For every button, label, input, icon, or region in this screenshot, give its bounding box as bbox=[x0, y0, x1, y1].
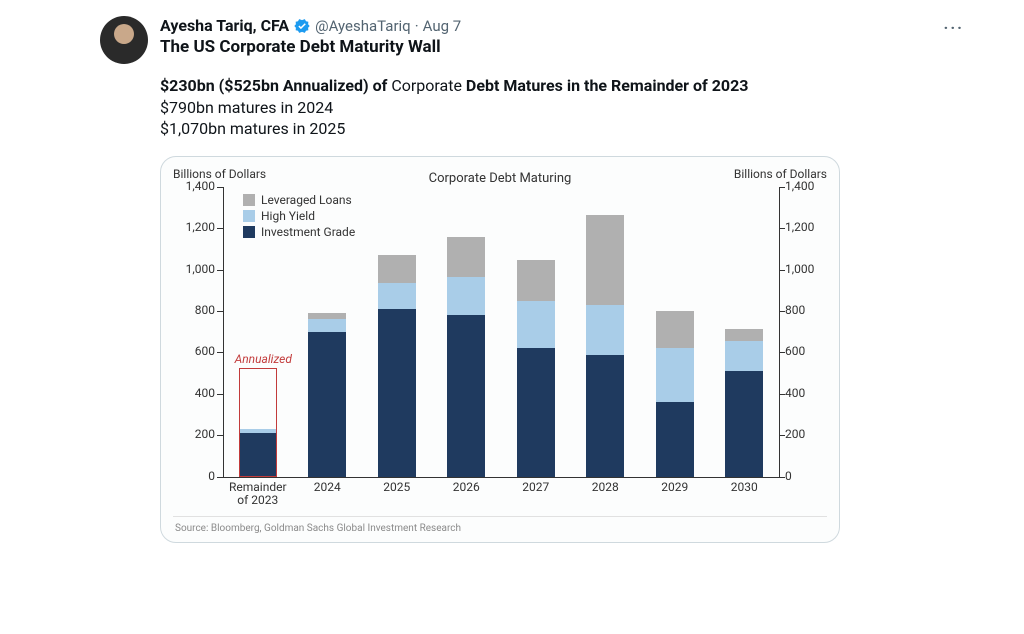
chart-card: Billions of Dollars Billions of Dollars … bbox=[160, 156, 840, 543]
y-tick-left: 400 bbox=[175, 386, 215, 400]
bar-segment-investment_grade bbox=[447, 315, 485, 477]
bar-segment-investment_grade bbox=[725, 371, 763, 477]
x-axis-label: Remainderof 2023 bbox=[223, 481, 293, 507]
bar-segment-leveraged_loans bbox=[378, 255, 416, 283]
annualized-label: Annualized bbox=[235, 352, 292, 366]
tweet-title: The US Corporate Debt Maturity Wall bbox=[160, 37, 964, 57]
x-axis-label: 2026 bbox=[432, 481, 502, 494]
y-tick-right: 800 bbox=[785, 303, 825, 317]
bar-segment-investment_grade bbox=[656, 402, 694, 477]
y-axis-right-line bbox=[779, 187, 780, 477]
bar-segment-leveraged_loans bbox=[308, 313, 346, 319]
bar-segment-high_yield bbox=[308, 319, 346, 331]
bar-segment-investment_grade bbox=[378, 309, 416, 477]
x-axis-label: 2028 bbox=[571, 481, 641, 494]
body-bold-1: $230bn ($525bn Annualized) of bbox=[160, 76, 387, 95]
y-tick-right: 1,400 bbox=[785, 179, 825, 193]
bar-segment-high_yield bbox=[656, 348, 694, 402]
tweet-date[interactable]: Aug 7 bbox=[423, 17, 462, 35]
bar-segment-high_yield bbox=[447, 277, 485, 315]
x-axis-label: 2030 bbox=[710, 481, 780, 494]
y-tick-left: 800 bbox=[175, 303, 215, 317]
x-axis-label: 2027 bbox=[501, 481, 571, 494]
bar-group bbox=[725, 187, 763, 477]
x-axis-label: 2029 bbox=[640, 481, 710, 494]
tweet-body: $230bn ($525bn Annualized) of Corporate … bbox=[160, 75, 964, 140]
tweet-content: Ayesha Tariq, CFA @AyeshaTariq · Aug 7 T… bbox=[160, 16, 964, 543]
y-tick-right: 200 bbox=[785, 427, 825, 441]
bar-segment-leveraged_loans bbox=[517, 260, 555, 300]
x-axis-label: 2025 bbox=[362, 481, 432, 494]
bar-segment-high_yield bbox=[378, 283, 416, 309]
bar-segment-high_yield bbox=[517, 301, 555, 349]
annualized-outline bbox=[239, 368, 277, 477]
bar-segment-leveraged_loans bbox=[586, 215, 624, 305]
tweet-container: Ayesha Tariq, CFA @AyeshaTariq · Aug 7 T… bbox=[0, 0, 1024, 543]
y-tick-left: 1,200 bbox=[175, 220, 215, 234]
separator: · bbox=[415, 17, 419, 35]
tweet-header: Ayesha Tariq, CFA @AyeshaTariq · Aug 7 bbox=[160, 16, 964, 35]
bar-group bbox=[378, 187, 416, 477]
avatar[interactable] bbox=[100, 16, 148, 64]
y-tick-right: 400 bbox=[785, 386, 825, 400]
bar-segment-investment_grade bbox=[308, 332, 346, 477]
bar-segment-investment_grade bbox=[517, 348, 555, 476]
bar-group bbox=[517, 187, 555, 477]
y-tick-right: 0 bbox=[785, 469, 825, 483]
bar-group bbox=[586, 187, 624, 477]
bar-group bbox=[308, 187, 346, 477]
bar-segment-leveraged_loans bbox=[656, 311, 694, 348]
y-tick-left: 1,400 bbox=[175, 179, 215, 193]
y-tick-left: 0 bbox=[175, 469, 215, 483]
chart-area: Billions of Dollars Billions of Dollars … bbox=[173, 167, 827, 512]
y-tick-right: 600 bbox=[785, 344, 825, 358]
body-line-2: $790bn matures in 2024 bbox=[160, 97, 964, 119]
x-axis-line bbox=[223, 477, 779, 478]
author-name[interactable]: Ayesha Tariq, CFA bbox=[160, 16, 289, 35]
bar-segment-leveraged_loans bbox=[725, 329, 763, 341]
bar-segment-leveraged_loans bbox=[447, 237, 485, 277]
body-line-3: $1,070bn matures in 2025 bbox=[160, 118, 964, 140]
y-tick-left: 600 bbox=[175, 344, 215, 358]
y-tick-right: 1,000 bbox=[785, 262, 825, 276]
x-axis-label: 2024 bbox=[293, 481, 363, 494]
author-handle[interactable]: @AyeshaTariq bbox=[315, 17, 411, 35]
bar-segment-investment_grade bbox=[586, 355, 624, 477]
body-bold-2: Debt Matures in the Remainder of 2023 bbox=[466, 76, 749, 95]
y-tick-left: 1,000 bbox=[175, 262, 215, 276]
bar-group bbox=[447, 187, 485, 477]
y-tick-right: 1,200 bbox=[785, 220, 825, 234]
bar-segment-high_yield bbox=[586, 305, 624, 355]
y-tick-left: 200 bbox=[175, 427, 215, 441]
body-mid: Corporate bbox=[387, 76, 466, 95]
bar-segment-high_yield bbox=[725, 341, 763, 371]
verified-badge-icon bbox=[293, 17, 311, 35]
y-axis-left-line bbox=[223, 187, 224, 477]
chart-title: Corporate Debt Maturing bbox=[429, 171, 572, 186]
chart-source: Source: Bloomberg, Goldman Sachs Global … bbox=[173, 516, 827, 538]
more-options-button[interactable]: ··· bbox=[944, 18, 964, 37]
bar-group bbox=[656, 187, 694, 477]
